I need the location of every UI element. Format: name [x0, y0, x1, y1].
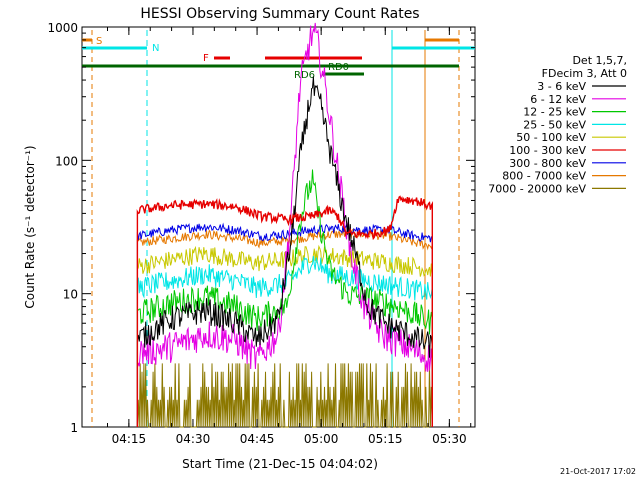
legend-entry-label: 25 - 50 keV [523, 118, 586, 131]
series-line-7000to20000keV [136, 363, 433, 428]
saa-label: S [96, 36, 102, 47]
x-axis-ticks: 04:15 04:30 04:45 05:00 05:15 05:30 [106, 27, 472, 446]
y-tick-label: 1000 [47, 21, 78, 35]
legend-entry-label: 300 - 800 keV [509, 157, 586, 170]
legend-entry-label: 800 - 7000 keV [502, 170, 586, 183]
legend-title-line: FDecim 3, Att 0 [542, 67, 627, 80]
y-tick-label: 10 [63, 288, 78, 302]
series-line-100to300keV [136, 195, 433, 427]
series-line-50to100keV [136, 244, 433, 427]
generated-timestamp: 21-Oct-2017 17:02 [560, 467, 636, 476]
legend-entry-label: 3 - 6 keV [537, 80, 586, 93]
legend-entry-label: 6 - 12 keV [530, 93, 586, 106]
x-axis-label: Start Time (21-Dec-15 04:04:02) [182, 457, 378, 471]
legend-entry-label: 100 - 300 keV [509, 144, 586, 157]
x-tick-label: 04:30 [176, 432, 211, 446]
legend-entry-label: 12 - 25 keV [523, 106, 586, 119]
y-axis-ticks: 1 10 100 1000 [47, 21, 475, 435]
legend-entry-label: 7000 - 20000 keV [488, 182, 586, 195]
legend-title-line: Det 1,5,7, [572, 54, 627, 67]
rd0-label: RD0 [328, 62, 349, 73]
flare-label: F [203, 53, 209, 64]
x-tick-label: 05:30 [432, 432, 467, 446]
series-line-6to12keV [136, 22, 433, 427]
night-label: N [152, 43, 159, 54]
x-tick-label: 05:00 [304, 432, 339, 446]
x-tick-label: 04:45 [240, 432, 275, 446]
mode-markers: S N F RD0 RD6 [82, 30, 475, 427]
y-axis-label: Count Rate (s⁻¹ detector⁻¹) [23, 145, 37, 308]
x-tick-label: 05:15 [368, 432, 403, 446]
chart-title: HESSI Observing Summary Count Rates [140, 6, 419, 22]
series-layer [136, 22, 433, 428]
x-tick-label: 04:15 [112, 432, 147, 446]
legend-entry-label: 50 - 100 keV [516, 131, 586, 144]
y-tick-label: 1 [70, 421, 78, 435]
y-tick-label: 100 [55, 154, 78, 168]
series-line-3to6keV [136, 76, 433, 427]
rd6-label: RD6 [294, 70, 315, 81]
